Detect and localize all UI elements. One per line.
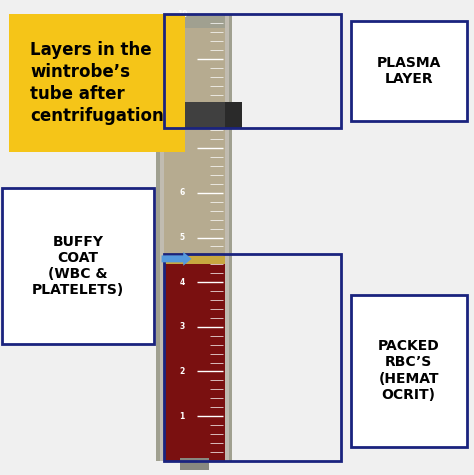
Text: 6: 6 xyxy=(179,189,185,197)
Text: 7: 7 xyxy=(179,144,185,152)
Text: 9: 9 xyxy=(179,55,185,63)
FancyBboxPatch shape xyxy=(9,14,185,152)
Text: 10: 10 xyxy=(177,10,187,19)
Text: 3: 3 xyxy=(179,323,185,331)
Text: Layers in the
wintrobe’s
tube after
centrifugation: Layers in the wintrobe’s tube after cent… xyxy=(30,41,164,125)
FancyArrowPatch shape xyxy=(162,252,191,266)
FancyBboxPatch shape xyxy=(351,21,467,121)
Bar xyxy=(160,14,164,461)
Text: PLASMA
LAYER: PLASMA LAYER xyxy=(376,56,441,86)
Bar xyxy=(156,14,232,461)
Text: 4: 4 xyxy=(179,278,185,286)
Text: BUFFY
COAT
(WBC &
PLATELETS): BUFFY COAT (WBC & PLATELETS) xyxy=(32,235,124,297)
FancyBboxPatch shape xyxy=(2,188,154,344)
Text: 2: 2 xyxy=(179,367,185,376)
Bar xyxy=(164,254,341,461)
Bar xyxy=(164,28,225,253)
Bar xyxy=(147,102,242,128)
Bar xyxy=(225,14,229,461)
FancyBboxPatch shape xyxy=(351,294,467,446)
Bar xyxy=(164,14,341,128)
Text: 5: 5 xyxy=(180,233,184,242)
Text: 1: 1 xyxy=(179,412,185,420)
Bar xyxy=(164,102,225,128)
Bar xyxy=(164,264,225,461)
Bar xyxy=(164,253,225,264)
Bar xyxy=(180,458,209,470)
Text: PACKED
RBC’S
(HEMAT
OCRIT): PACKED RBC’S (HEMAT OCRIT) xyxy=(378,339,439,402)
